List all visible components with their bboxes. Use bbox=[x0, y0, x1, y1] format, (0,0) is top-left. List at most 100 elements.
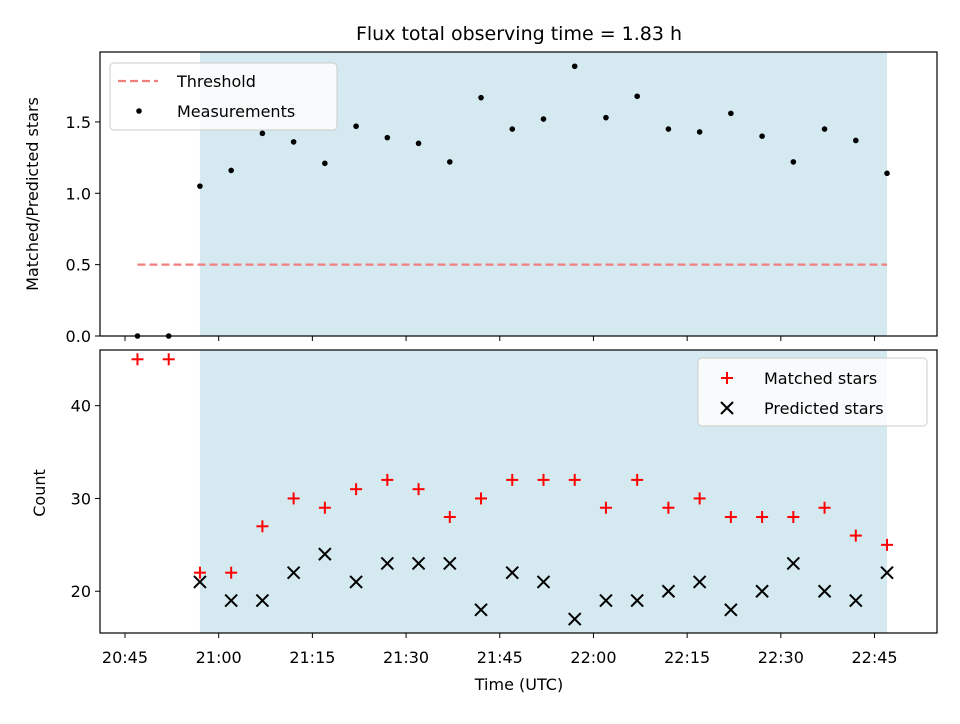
x-stroke bbox=[661, 584, 676, 598]
x-stroke bbox=[786, 556, 801, 571]
bottom-panel: 20 30 40 20:45 21:00 21:15 21:30 21:45 22:00 22:… bbox=[30, 349, 938, 694]
predicted-star-marker bbox=[224, 593, 238, 608]
matched-star-marker bbox=[475, 492, 488, 505]
measurement-point bbox=[603, 114, 609, 121]
measurement-point bbox=[728, 110, 734, 117]
x-stroke bbox=[599, 593, 613, 608]
predicted-star-marker bbox=[630, 593, 644, 608]
predicted-star-marker bbox=[349, 575, 363, 589]
top-y-axis: 0.0 0.5 1.0 1.5 bbox=[66, 113, 100, 346]
x-stroke bbox=[724, 603, 738, 617]
predicted-star-marker bbox=[692, 575, 707, 589]
measurement-point bbox=[665, 126, 672, 132]
bottom-legend-box bbox=[697, 357, 928, 427]
matched-star-marker bbox=[818, 501, 831, 514]
legend-matched-swatch bbox=[721, 372, 733, 384]
matched-star-marker bbox=[350, 483, 363, 496]
predicted-star-marker bbox=[193, 575, 207, 589]
matched-star-marker bbox=[506, 473, 519, 486]
matched-star-marker bbox=[849, 529, 862, 542]
predicted-star-marker bbox=[536, 575, 551, 589]
legend-threshold-label: Threshold bbox=[176, 72, 256, 91]
matched-star-marker bbox=[724, 511, 737, 524]
predicted-star-marker bbox=[755, 584, 769, 598]
top-y-tick-label: 0.0 bbox=[66, 327, 91, 346]
predicted-star-marker bbox=[568, 612, 582, 626]
measurement-point bbox=[259, 130, 266, 137]
matched-star-marker bbox=[256, 520, 269, 533]
measurement-point bbox=[571, 63, 578, 70]
x-stroke bbox=[349, 575, 363, 589]
measurement-point bbox=[415, 140, 422, 147]
measurement-point bbox=[696, 129, 703, 135]
bottom-legend: Matched stars Predicted stars bbox=[697, 357, 928, 427]
measurement-point bbox=[478, 94, 484, 101]
measurement-point bbox=[821, 126, 828, 132]
matched-star-marker bbox=[381, 473, 394, 486]
x-tick-label: 22:15 bbox=[664, 648, 710, 667]
matched-star-marker bbox=[443, 511, 456, 524]
x-stroke bbox=[286, 565, 301, 580]
legend-matched-label: Matched stars bbox=[764, 369, 877, 388]
matched-star-marker bbox=[412, 483, 425, 496]
top-legend-box bbox=[109, 62, 338, 131]
measurement-points bbox=[134, 63, 890, 339]
measurement-point bbox=[509, 126, 516, 132]
legend-predicted-swatch bbox=[720, 401, 734, 415]
predicted-star-marker bbox=[661, 584, 676, 598]
x-stroke bbox=[817, 584, 832, 598]
x-stroke bbox=[849, 593, 863, 608]
predicted-star-marker bbox=[817, 584, 832, 598]
bottom-y-axis: 20 30 40 bbox=[71, 397, 100, 601]
x-stroke bbox=[411, 556, 426, 571]
top-y-tick-label: 1.5 bbox=[66, 113, 91, 132]
predicted-star-marker bbox=[411, 556, 426, 571]
matched-star-marker bbox=[693, 492, 706, 505]
top-y-label: Matched/Predicted stars bbox=[23, 97, 42, 291]
predicted-star-marker bbox=[443, 556, 457, 571]
x-tick-label: 21:15 bbox=[289, 648, 335, 667]
bottom-y-tick-label: 30 bbox=[71, 489, 91, 508]
matched-star-marker bbox=[287, 492, 300, 505]
matched-star-marker bbox=[537, 473, 550, 486]
matched-star-marker bbox=[225, 566, 238, 579]
matched-star-marker bbox=[881, 538, 894, 551]
legend-measurements-swatch bbox=[136, 108, 142, 114]
predicted-star-marker bbox=[380, 556, 395, 571]
predicted-star-marker bbox=[880, 565, 894, 580]
x-stroke bbox=[255, 593, 270, 608]
x-tick-label: 20:45 bbox=[102, 648, 148, 667]
predicted-star-marker bbox=[505, 565, 519, 580]
x-stroke bbox=[474, 603, 488, 617]
x-stroke bbox=[692, 575, 707, 589]
measurement-point bbox=[790, 159, 797, 165]
x-tick-label: 22:45 bbox=[851, 648, 897, 667]
x-stroke bbox=[318, 547, 332, 561]
x-tick-label: 22:00 bbox=[570, 648, 616, 667]
measurement-point bbox=[197, 183, 203, 189]
top-axes-frame bbox=[99, 51, 938, 337]
predicted-star-marker bbox=[724, 603, 738, 617]
measurement-point bbox=[353, 123, 359, 130]
x-stroke bbox=[505, 565, 519, 580]
predicted-star-marker bbox=[599, 593, 613, 608]
measurement-point bbox=[852, 137, 859, 144]
chart-title: Flux total observing time = 1.83 h bbox=[356, 23, 682, 45]
bottom-y-label: Count bbox=[30, 469, 49, 517]
top-x-ticks bbox=[124, 336, 876, 341]
predicted-star-marker bbox=[255, 593, 270, 608]
matched-star-marker bbox=[131, 353, 144, 366]
x-stroke bbox=[224, 593, 238, 608]
predicted-star-marker bbox=[474, 603, 488, 617]
matched-star-marker bbox=[568, 473, 581, 486]
x-axis-label: Time (UTC) bbox=[474, 675, 563, 694]
measurement-point bbox=[384, 134, 391, 141]
bottom-y-tick-label: 40 bbox=[71, 397, 91, 416]
x-stroke bbox=[193, 575, 207, 589]
matched-star-marker bbox=[599, 501, 612, 514]
measurement-point bbox=[884, 170, 890, 177]
x-stroke bbox=[755, 584, 769, 598]
bottom-y-tick-label: 20 bbox=[71, 582, 91, 601]
x-tick-label: 21:45 bbox=[477, 648, 523, 667]
